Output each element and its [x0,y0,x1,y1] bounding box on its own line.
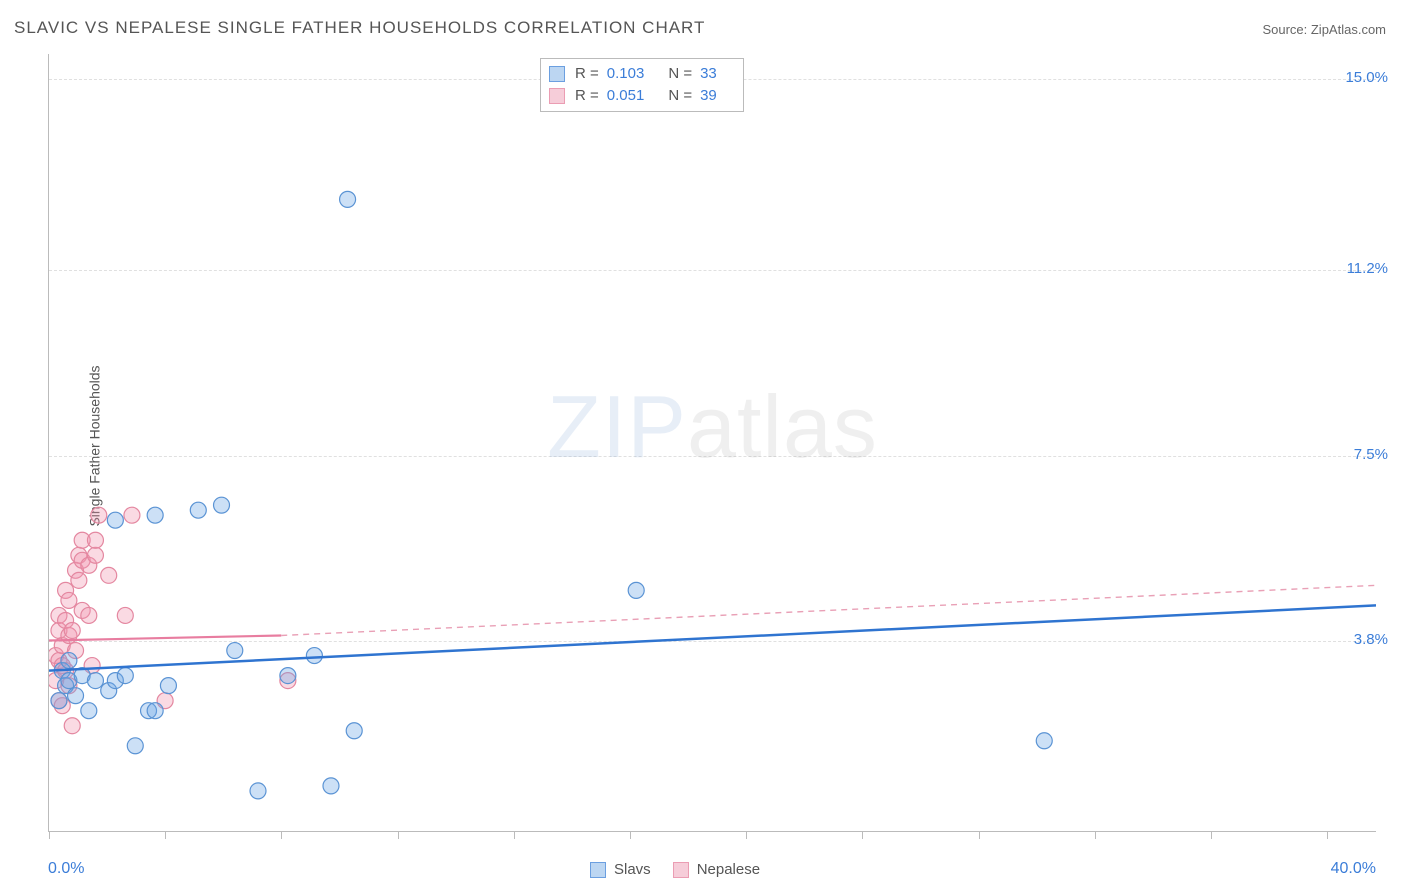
stats-legend-box: R = 0.103 N = 33 R = 0.051 N = 39 [540,58,744,112]
legend-item-slavs: Slavs [590,861,651,878]
x-tick [746,831,747,839]
legend-item-nepalese: Nepalese [673,861,760,878]
x-tick [630,831,631,839]
x-tick [862,831,863,839]
stat-r-label: R = [575,85,599,107]
legend-label-nepalese: Nepalese [697,861,760,878]
source-attribution: Source: ZipAtlas.com [1262,22,1386,37]
x-tick [1327,831,1328,839]
stat-n-nepalese: 39 [700,85,717,107]
x-axis-max-label: 40.0% [1331,860,1376,878]
stat-r-label: R = [575,63,599,85]
legend-swatch-nepalese [673,862,689,878]
bottom-legend: Slavs Nepalese [590,861,760,878]
x-tick [979,831,980,839]
stat-r-nepalese: 0.051 [607,85,645,107]
x-tick [49,831,50,839]
stat-n-slavs: 33 [700,63,717,85]
x-tick [1095,831,1096,839]
legend-label-slavs: Slavs [614,861,651,878]
x-axis-min-label: 0.0% [48,860,84,878]
x-tick [165,831,166,839]
x-tick [281,831,282,839]
chart-title: SLAVIC VS NEPALESE SINGLE FATHER HOUSEHO… [14,18,705,38]
x-tick [514,831,515,839]
stat-r-slavs: 0.103 [607,63,645,85]
swatch-slavs [549,66,565,82]
x-tick [1211,831,1212,839]
stats-row-nepalese: R = 0.051 N = 39 [549,85,731,107]
stats-row-slavs: R = 0.103 N = 33 [549,63,731,85]
stat-n-label: N = [668,85,692,107]
chart-plot-area: ZIPatlas [48,54,1376,832]
x-tick [398,831,399,839]
chart-svg [49,54,1376,831]
legend-swatch-slavs [590,862,606,878]
stat-n-label: N = [668,63,692,85]
swatch-nepalese [549,88,565,104]
